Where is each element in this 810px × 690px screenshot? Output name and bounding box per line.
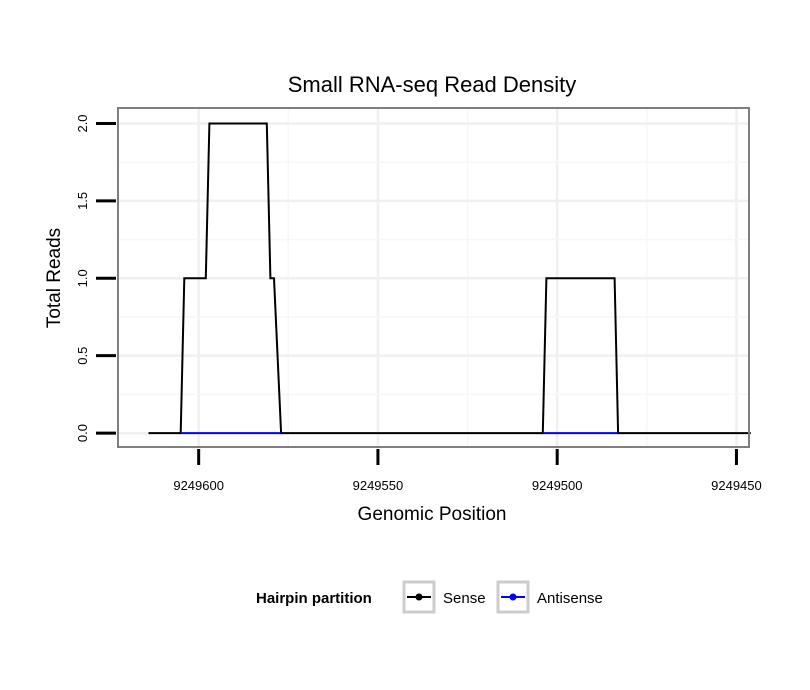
legend-label-antisense: Antisense xyxy=(537,590,603,607)
chart-title: Small RNA-seq Read Density xyxy=(288,72,577,97)
y-tick-label: 1.5 xyxy=(75,192,90,210)
legend: Hairpin partition Sense Antisense xyxy=(256,580,603,614)
x-tick-label: 9249550 xyxy=(353,478,404,493)
x-axis-title: Genomic Position xyxy=(358,504,507,525)
y-axis-title: Total Reads xyxy=(44,228,65,328)
y-tick-label: 1.0 xyxy=(75,269,90,287)
legend-title: Hairpin partition xyxy=(256,590,372,607)
y-tick-label: 0.0 xyxy=(75,424,90,442)
y-tick-label: 2.0 xyxy=(75,114,90,132)
legend-label-sense: Sense xyxy=(443,590,486,607)
panel-border xyxy=(117,107,750,448)
legend-key-sense-point xyxy=(415,593,423,601)
y-tick-label: 0.5 xyxy=(75,347,90,365)
legend-key-antisense-point xyxy=(509,593,517,601)
x-tick-label: 9249500 xyxy=(532,478,583,493)
x-tick-label: 9249600 xyxy=(173,478,224,493)
x-tick-label: 9249450 xyxy=(711,478,762,493)
series-sense-line xyxy=(148,122,751,435)
